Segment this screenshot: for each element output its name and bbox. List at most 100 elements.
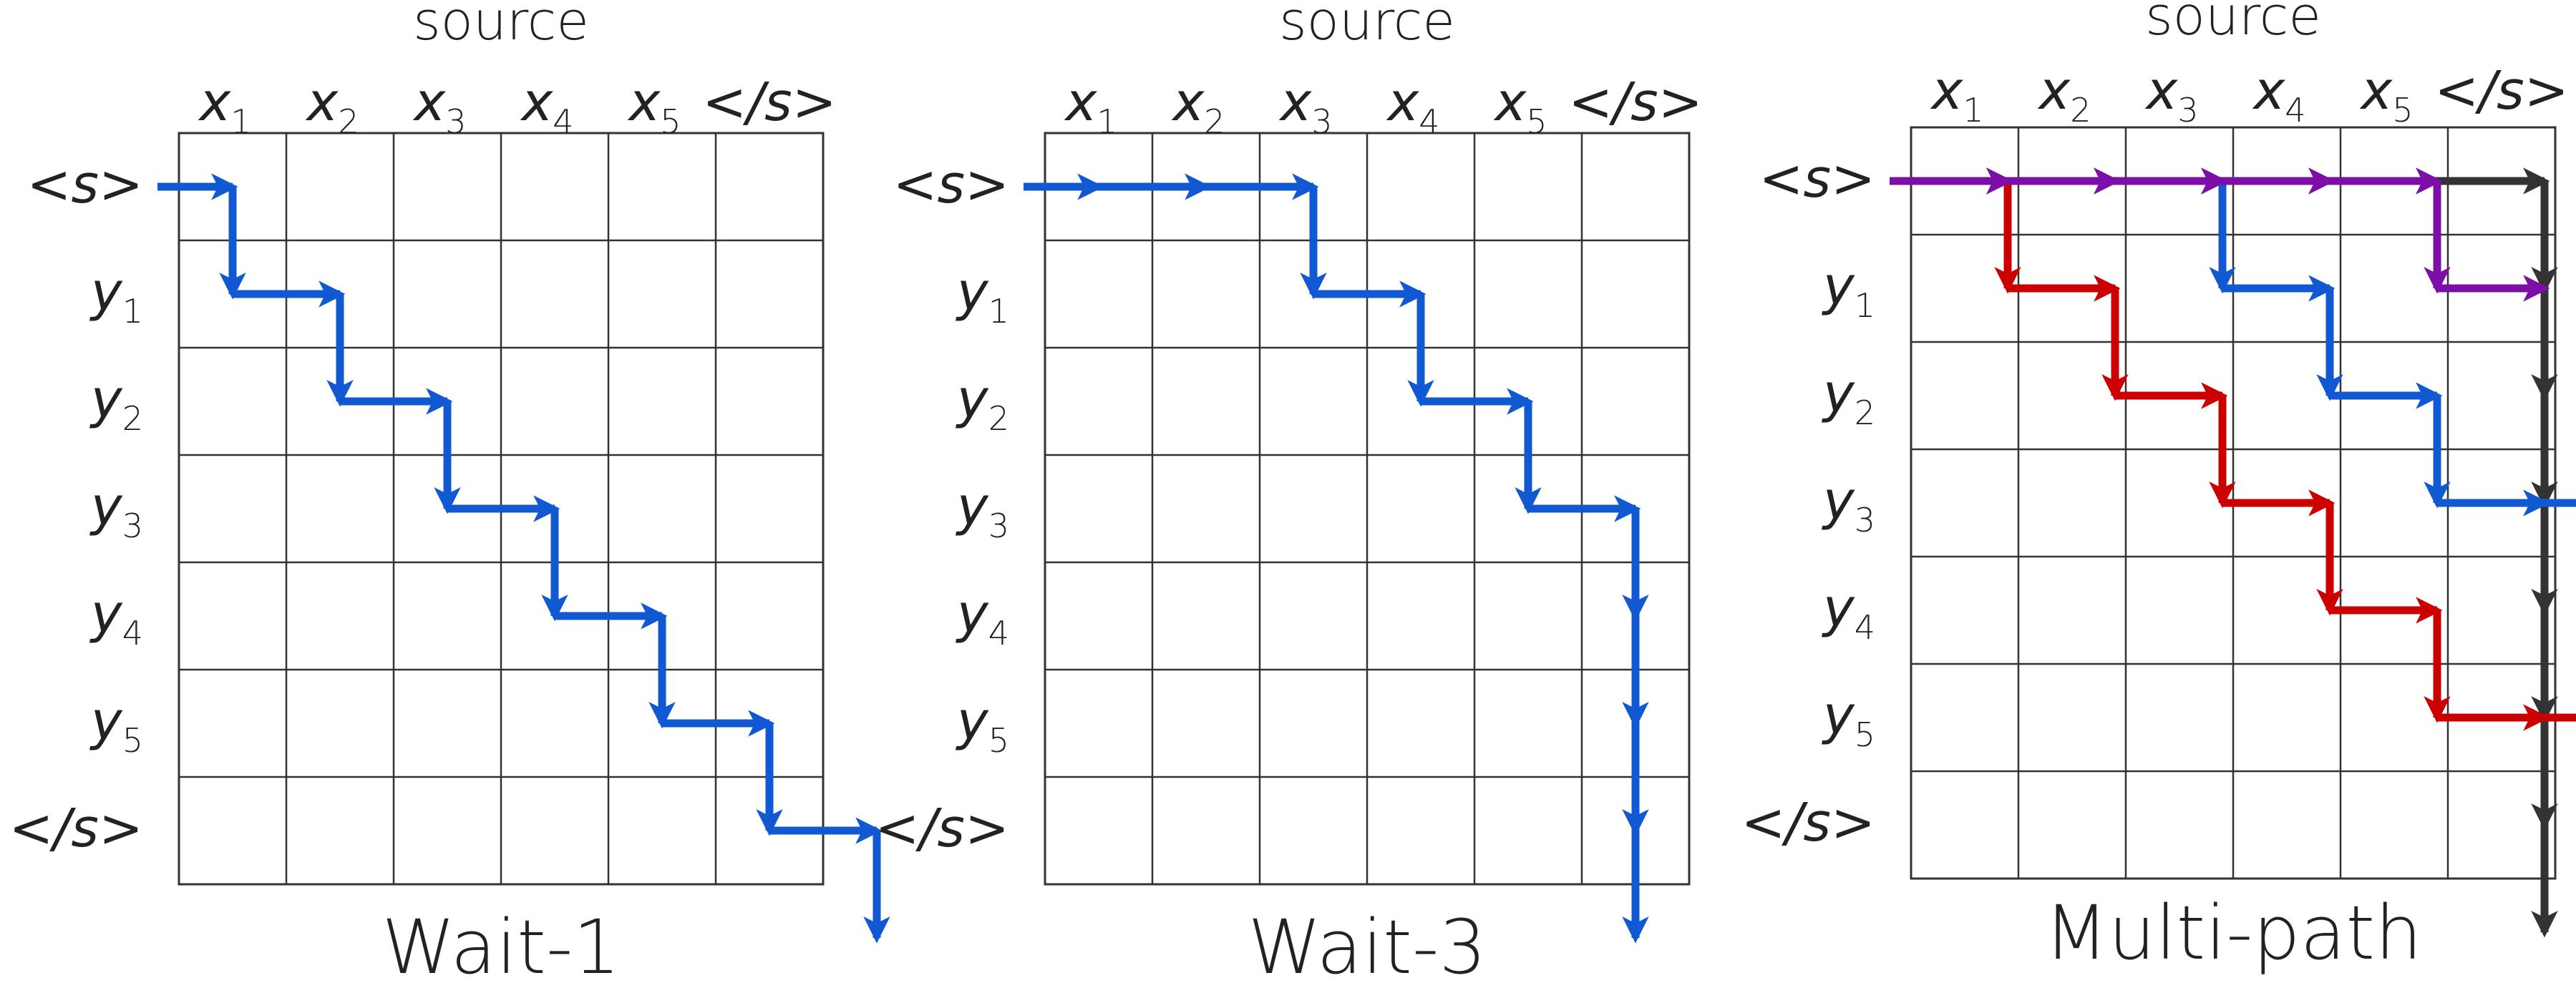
row-label-y2-base: y [89, 368, 123, 430]
row-label-y1-subscript: 1 [988, 292, 1009, 331]
row-label-y2-base: y [956, 368, 989, 430]
row-label-y4-base: y [89, 583, 123, 645]
column-label-eos: </s> [702, 72, 837, 133]
column-label-x1: x1 [1064, 72, 1117, 141]
row-label-bos: <s> [1759, 148, 1875, 210]
column-label-x3-subscript: 3 [445, 102, 466, 141]
column-label-x1-subscript: 1 [230, 102, 251, 141]
row-label-y4-base: y [1822, 577, 1855, 639]
column-label-x2-subscript: 2 [1204, 102, 1225, 141]
column-label-x1-base: x [1064, 72, 1097, 133]
column-label-eos-base: </s> [1568, 72, 1703, 133]
column-label-x2-base: x [2037, 60, 2071, 122]
column-label-x3-subscript: 3 [2177, 91, 2198, 129]
row-label-y1-base: y [1822, 255, 1855, 317]
panel-multipath-header: source [2145, 0, 2321, 47]
panel-wait3-header: source [1279, 0, 1455, 52]
row-label-y1: y1 [956, 261, 1009, 331]
row-label-y5-subscript: 5 [988, 721, 1009, 760]
column-label-x5-base: x [2359, 60, 2393, 122]
grid-wait1 [157, 133, 877, 938]
row-label-y1: y1 [1822, 255, 1875, 325]
row-label-y5-base: y [956, 690, 989, 752]
row-label-y4: y4 [89, 583, 143, 652]
column-label-x5-base: x [627, 72, 661, 133]
column-label-x5: x5 [2359, 60, 2413, 129]
row-label-y1-subscript: 1 [1855, 286, 1875, 325]
column-label-x3-subscript: 3 [1311, 102, 1332, 141]
row-label-y2-base: y [1822, 363, 1855, 424]
row-label-y4-base: y [956, 583, 989, 645]
row-label-y5-base: y [1822, 685, 1855, 746]
column-label-x3-base: x [1278, 72, 1312, 133]
row-label-eos: </s> [875, 798, 1010, 859]
row-label-y3-subscript: 3 [1855, 501, 1875, 539]
column-label-x3: x3 [1278, 72, 1332, 141]
column-label-x5-subscript: 5 [2392, 91, 2413, 129]
panel-wait1-title: Wait-1 [381, 904, 620, 979]
column-label-x1: x1 [1930, 60, 1983, 129]
row-label-y3-subscript: 3 [988, 507, 1009, 545]
grid-wait3 [1024, 133, 1689, 938]
row-label-y4: y4 [1822, 577, 1875, 647]
column-label-x2-subscript: 2 [338, 102, 359, 141]
row-label-y3: y3 [1822, 470, 1875, 539]
row-label-bos: <s> [893, 154, 1009, 215]
column-label-x4-subscript: 4 [553, 102, 573, 141]
row-label-eos-base: </s> [875, 798, 1010, 859]
row-label-eos-base: </s> [9, 798, 144, 859]
column-label-x5-subscript: 5 [660, 102, 681, 141]
row-label-bos: <s> [26, 154, 143, 215]
row-label-y5: y5 [89, 690, 143, 760]
column-label-x4: x4 [2252, 60, 2305, 129]
column-label-x2-base: x [305, 72, 339, 133]
row-label-bos-base: <s> [26, 154, 143, 215]
column-label-x4-subscript: 4 [2285, 91, 2305, 129]
row-label-y5-base: y [89, 690, 123, 752]
row-label-y5: y5 [1822, 685, 1875, 754]
column-label-x1-base: x [198, 72, 231, 133]
row-label-y3-base: y [1822, 470, 1855, 532]
column-label-x3-base: x [412, 72, 446, 133]
column-label-x2-subscript: 2 [2070, 91, 2091, 129]
column-label-eos: </s> [1568, 72, 1703, 133]
column-label-eos: </s> [2434, 60, 2569, 122]
column-label-x2: x2 [2037, 60, 2091, 129]
row-label-y4-subscript: 4 [988, 614, 1009, 652]
row-label-y3-base: y [89, 476, 123, 537]
row-label-y2: y2 [956, 368, 1009, 438]
row-label-y4-subscript: 4 [1855, 608, 1875, 647]
column-label-x4: x4 [1386, 72, 1439, 141]
column-label-x1-subscript: 1 [1963, 91, 1983, 129]
row-label-eos: </s> [9, 798, 144, 859]
row-label-y1-subscript: 1 [122, 292, 143, 331]
column-label-x1-base: x [1930, 60, 1963, 122]
row-label-y3: y3 [89, 476, 143, 545]
column-label-x4-subscript: 4 [1419, 102, 1439, 141]
row-label-bos-base: <s> [893, 154, 1009, 215]
column-label-x4-base: x [520, 72, 553, 133]
column-label-x3: x3 [2144, 60, 2198, 129]
column-label-x4-base: x [1386, 72, 1419, 133]
column-label-x5-base: x [1493, 72, 1527, 133]
column-label-x2: x2 [305, 72, 359, 141]
panel-multipath-title: Multi-path [2044, 889, 2422, 977]
column-label-x5: x5 [627, 72, 681, 141]
row-label-y2: y2 [1822, 363, 1875, 432]
row-label-y5-subscript: 5 [122, 721, 143, 760]
column-label-x4-base: x [2252, 60, 2285, 122]
row-label-y1-base: y [956, 261, 989, 323]
column-label-eos-base: </s> [2434, 60, 2569, 122]
row-label-y2: y2 [89, 368, 143, 438]
row-label-y1-base: y [89, 261, 123, 323]
column-label-eos-base: </s> [702, 72, 837, 133]
column-label-x2: x2 [1171, 72, 1225, 141]
grid-multipath [1890, 127, 2576, 932]
row-label-y5-subscript: 5 [1855, 715, 1875, 754]
column-label-x2-base: x [1171, 72, 1205, 133]
row-label-y3: y3 [956, 476, 1009, 545]
row-label-eos-base: </s> [1741, 792, 1876, 854]
row-label-eos: </s> [1741, 792, 1876, 854]
